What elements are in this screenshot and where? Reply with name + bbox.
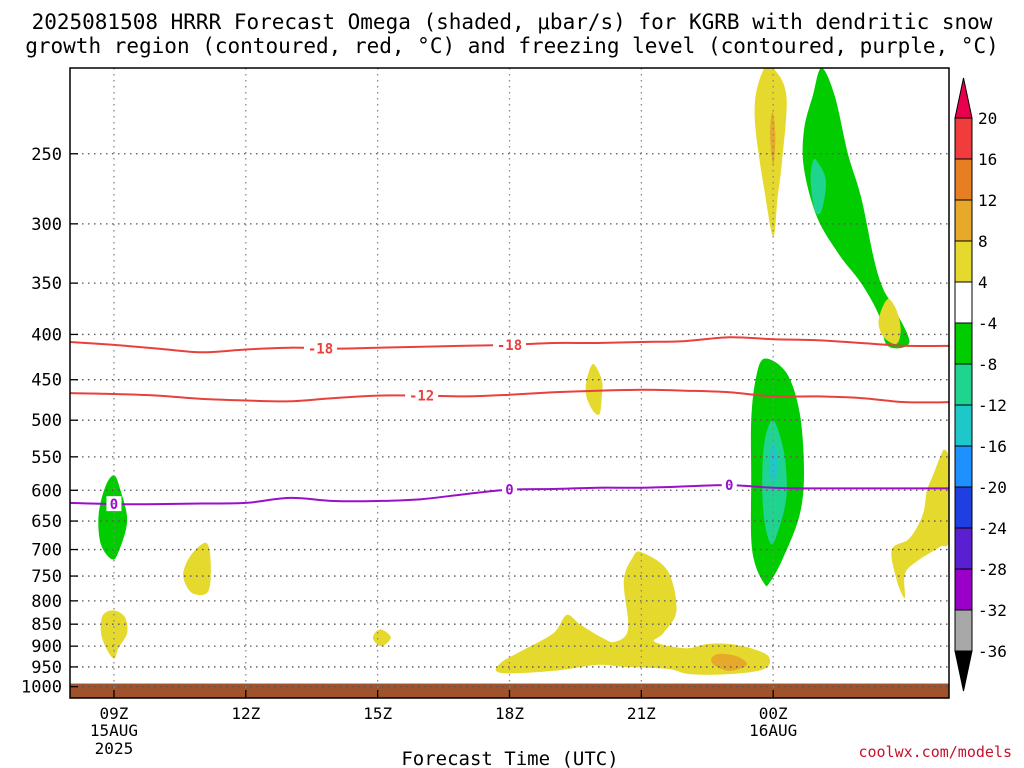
colorbar-box: [954, 445, 973, 488]
x-tick-label: 09Z: [99, 704, 128, 723]
colorbar-box: [954, 240, 973, 283]
colorbar-label: -36: [978, 642, 1007, 661]
colorbar-box: [954, 609, 973, 652]
y-tick-label: 550: [31, 448, 62, 468]
contour-label-bg: [304, 340, 338, 356]
colorbar-label: 8: [978, 232, 988, 251]
omega-region: [372, 629, 391, 647]
contour-labels: -18 -18 -12 0 0 0: [106, 336, 737, 513]
omega-region: [802, 68, 910, 349]
omega-region: [495, 551, 771, 675]
x-tick-date: 16AUG: [749, 721, 797, 740]
y-tick-label: 750: [31, 567, 62, 587]
x-tick-label: 21Z: [627, 704, 656, 723]
colorbar-label: -20: [978, 478, 1007, 497]
contour-label: 0: [725, 478, 733, 494]
omega-region: [98, 475, 128, 560]
colorbar-top-arrow: [954, 77, 973, 119]
colorbar-label: 4: [978, 273, 988, 292]
y-tick-label: 1000: [21, 678, 62, 698]
omega-region: [770, 112, 776, 166]
contour-label-bg: [493, 336, 526, 352]
x-tick-date: 15AUG: [90, 721, 138, 740]
y-tick-label: 600: [31, 481, 62, 501]
contour-label: 0: [110, 497, 118, 513]
x-tick-label: 12Z: [231, 704, 260, 723]
omega-region: [810, 159, 827, 215]
contour-label: 0: [505, 483, 513, 499]
x-tick-label: 15Z: [363, 704, 392, 723]
colorbar-box: [954, 486, 973, 529]
y-tick-label: 400: [31, 325, 62, 345]
colorbar-label: -4: [978, 314, 997, 333]
colorbar-box: [954, 117, 973, 160]
colorbar-label: 20: [978, 109, 997, 128]
colorbar-label: 16: [978, 150, 997, 169]
colorbar-label: -32: [978, 601, 1007, 620]
colorbar-label: -12: [978, 396, 1007, 415]
colorbar: 20 16 12 8 4 -4 -8 -12 -16 -20 -24 -28 -32 -36: [954, 77, 1007, 692]
contour-label-bg: [405, 387, 439, 403]
colorbar-box: [954, 404, 973, 447]
colorbar-bottom-arrow: [954, 650, 973, 692]
omega-region: [762, 420, 787, 545]
omega-region: [183, 542, 211, 596]
x-tick-year: 2025: [95, 739, 134, 758]
colorbar-box: [954, 527, 973, 570]
contour-label: -18: [497, 338, 522, 354]
contour-line: [70, 388, 949, 404]
y-tick-label: 800: [31, 592, 62, 612]
colorbar-box: [954, 199, 973, 242]
colorbar-box: [954, 568, 973, 611]
chart-title-line-1: 2025081508 HRRR Forecast Omega (shaded, …: [31, 10, 993, 34]
y-tick-label: 700: [31, 541, 62, 561]
credit-text: coolwx.com/models: [858, 743, 1012, 761]
contour-label: -12: [409, 389, 434, 405]
contour-label: -18: [308, 341, 333, 357]
x-tick-label: 00Z: [759, 704, 788, 723]
colorbar-label: -24: [978, 519, 1007, 538]
x-tick-label: 18Z: [495, 704, 524, 723]
omega-shading: [98, 68, 949, 675]
omega-region: [768, 442, 779, 484]
y-axis-ticks: 2503003504004505005506006507007508008509…: [21, 145, 78, 698]
x-axis-label: Forecast Time (UTC): [401, 748, 618, 768]
omega-region: [878, 298, 901, 345]
omega-region: [891, 449, 949, 599]
omega-region: [711, 653, 748, 671]
colorbar-label: 12: [978, 191, 997, 210]
omega-region: [585, 363, 603, 415]
y-tick-label: 900: [31, 637, 62, 657]
chart-title-line-2: growth region (contoured, red, °C) and f…: [25, 34, 999, 58]
omega-region: [754, 68, 787, 237]
colorbar-label: -8: [978, 355, 997, 374]
contour-label-bg: [721, 477, 737, 493]
colorbar-box: [954, 158, 973, 201]
y-tick-label: 500: [31, 411, 62, 431]
contour-label-bg: [502, 481, 517, 497]
colorbar-box: [954, 363, 973, 406]
grid-lines: [70, 68, 949, 698]
y-tick-label: 350: [31, 274, 62, 294]
y-tick-label: 450: [31, 371, 62, 391]
colorbar-box: [954, 322, 973, 365]
colorbar-label: -16: [978, 437, 1007, 456]
contour-label-bg: [106, 496, 122, 512]
y-tick-label: 950: [31, 658, 62, 678]
y-tick-label: 250: [31, 145, 62, 165]
y-tick-label: 850: [31, 615, 62, 635]
y-tick-label: 300: [31, 215, 62, 235]
colorbar-label: -28: [978, 560, 1007, 579]
y-tick-label: 650: [31, 512, 62, 532]
colorbar-box: [954, 281, 973, 324]
